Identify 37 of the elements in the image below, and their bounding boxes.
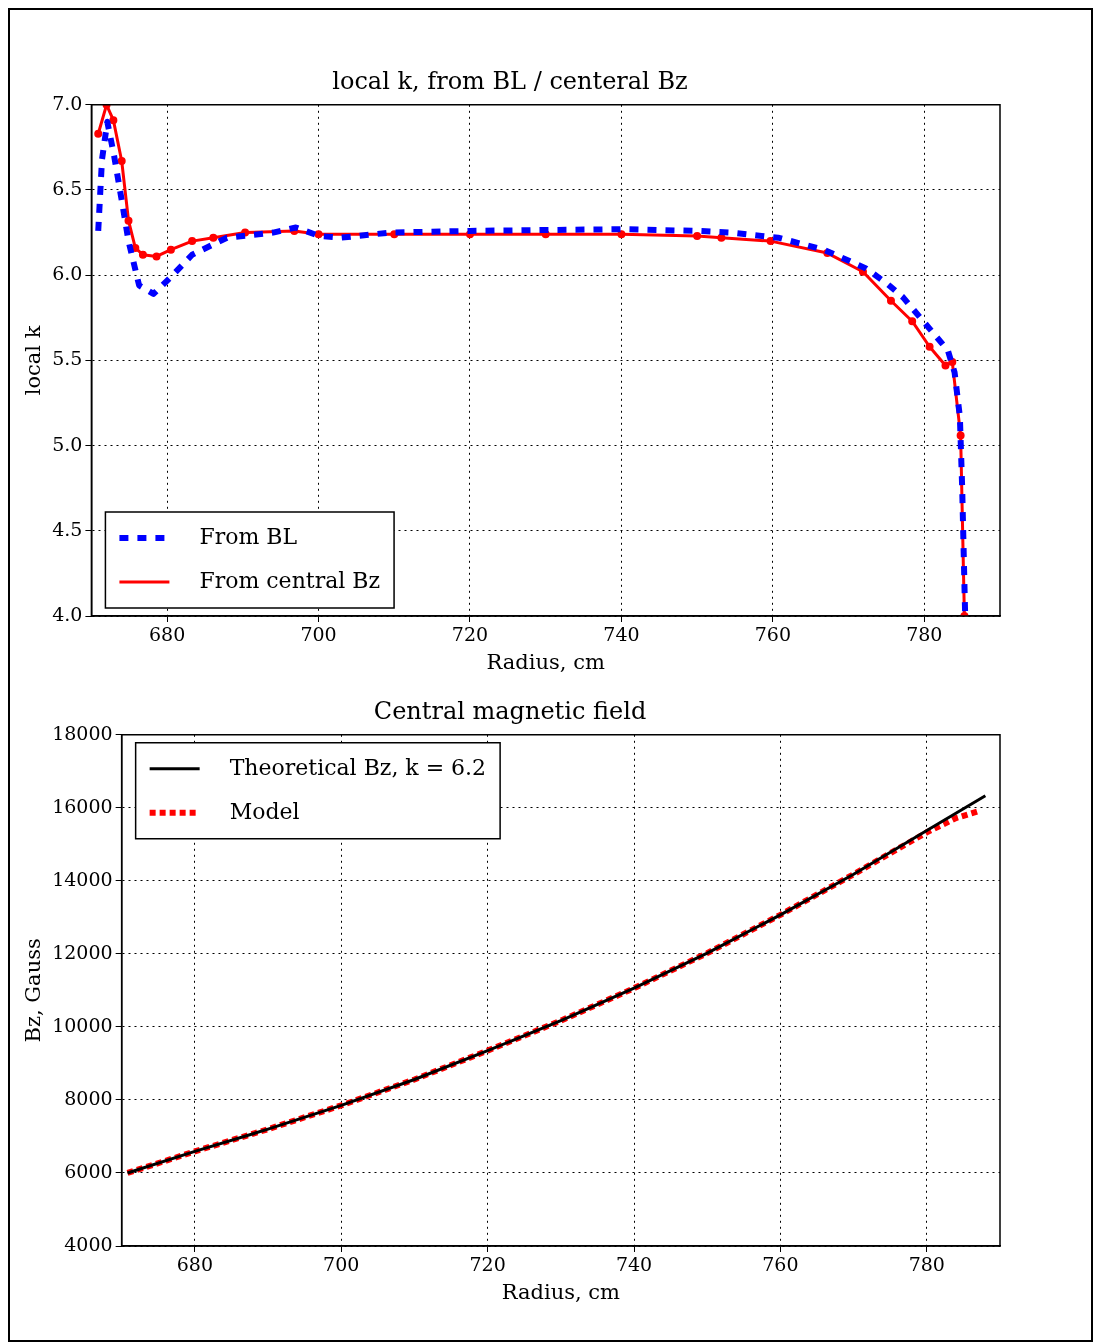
y-tick-label: 5.0 — [52, 432, 83, 455]
x-axis-title: Radius, cm — [486, 649, 605, 674]
legend-label: From BL — [199, 523, 298, 549]
legend-label: From central Bz — [199, 567, 381, 593]
chart-title: Central magnetic field — [373, 696, 647, 725]
y-tick-label: 18000 — [52, 721, 113, 744]
y-tick-label: 10000 — [52, 1013, 113, 1036]
y-tick-label: 6.5 — [52, 176, 83, 199]
x-tick-label: 720 — [451, 623, 489, 646]
y-tick-label: 8000 — [64, 1086, 113, 1109]
legend-label: Model — [229, 798, 300, 824]
y-tick-label: 4.5 — [52, 517, 83, 540]
y-tick-label: 16000 — [52, 794, 113, 817]
y-tick-label: 4000 — [64, 1232, 113, 1255]
x-tick-label: 700 — [300, 623, 337, 646]
x-tick-label: 760 — [762, 1253, 799, 1276]
y-tick-label: 4.0 — [52, 602, 83, 625]
x-tick-label: 760 — [754, 623, 791, 646]
x-tick-label: 780 — [906, 623, 943, 646]
x-tick-label: 740 — [603, 623, 640, 646]
x-tick-label: 700 — [323, 1253, 360, 1276]
legend-label: Theoretical Bz, k = 6.2 — [229, 754, 487, 780]
x-axis-title: Radius, cm — [501, 1279, 621, 1304]
x-tick-label: 680 — [176, 1253, 213, 1276]
y-tick-label: 7.0 — [52, 91, 83, 114]
y-axis-title: local k — [21, 325, 46, 396]
y-axis-title: Bz, Gauss — [21, 938, 46, 1043]
y-tick-label: 14000 — [52, 867, 113, 890]
y-tick-label: 5.5 — [52, 347, 83, 370]
x-tick-label: 740 — [615, 1253, 653, 1276]
y-tick-label: 6.0 — [52, 262, 83, 285]
x-tick-label: 680 — [149, 623, 186, 646]
y-tick-label: 6000 — [64, 1159, 113, 1182]
x-tick-label: 780 — [908, 1253, 945, 1276]
x-tick-label: 720 — [469, 1253, 506, 1276]
y-tick-label: 12000 — [52, 940, 113, 963]
chart-title: local k, from BL / centeral Bz — [332, 66, 688, 95]
